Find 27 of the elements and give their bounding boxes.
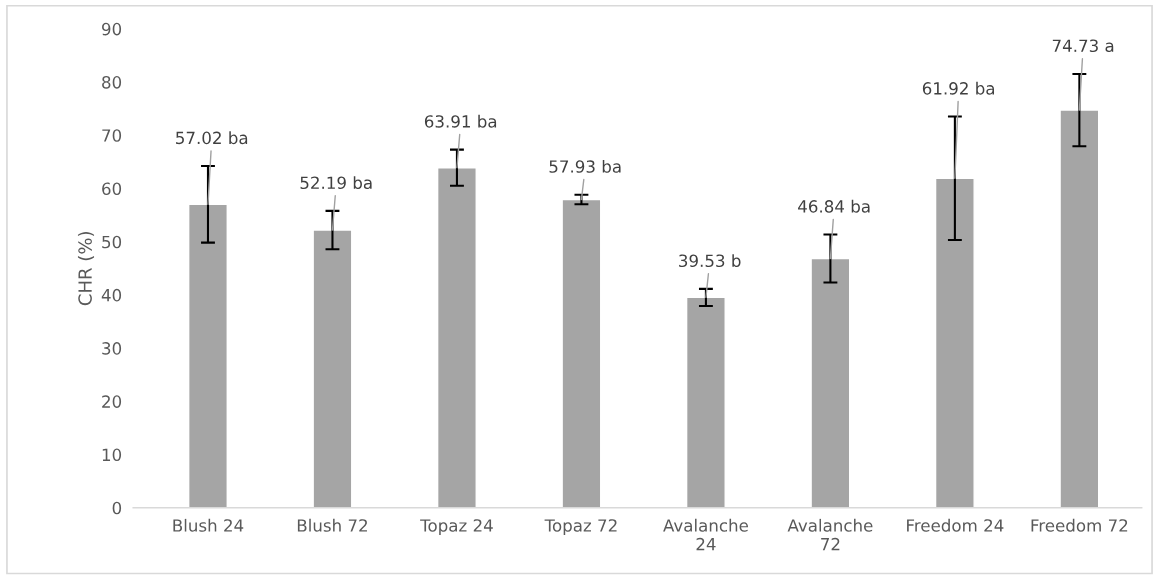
x-tick-label: Avalanche 72 (787, 518, 873, 551)
x-tick-label: Blush 72 (297, 518, 367, 532)
y-tick-label: 50 (102, 235, 122, 249)
data-label: 57.02 ba (176, 131, 248, 145)
data-label: 46.84 ba (798, 199, 870, 213)
data-label: 61.92 ba (922, 81, 995, 95)
x-tick-label: Avalanche 24 (663, 518, 748, 551)
y-tick-label: 80 (102, 76, 122, 89)
x-tick-label: Topaz 24 (420, 519, 493, 535)
y-tick-label: 70 (102, 129, 122, 142)
x-tick-label: Freedom 72 (1031, 518, 1128, 532)
y-tick-label: 60 (102, 182, 122, 196)
y-tick-label: 30 (102, 342, 122, 355)
y-axis-title: CHR (%) (77, 232, 95, 306)
data-label: 63.91 ba (424, 114, 497, 128)
data-label: 57.93 ba (549, 159, 621, 173)
x-tick-label: Freedom 24 (907, 518, 1004, 532)
data-label: 52.19 ba (300, 176, 372, 190)
y-tick-label: 0 (112, 501, 122, 515)
data-label: 74.73 a (1052, 39, 1114, 53)
x-tick-label: Blush 24 (173, 518, 244, 532)
y-tick-label: 10 (102, 448, 122, 462)
x-tick-label: Topaz 72 (544, 519, 617, 535)
y-tick-label: 20 (102, 395, 122, 408)
y-tick-label: 40 (101, 288, 122, 302)
data-label: 39.53 b (679, 254, 741, 268)
y-tick-label: 90 (102, 22, 122, 36)
